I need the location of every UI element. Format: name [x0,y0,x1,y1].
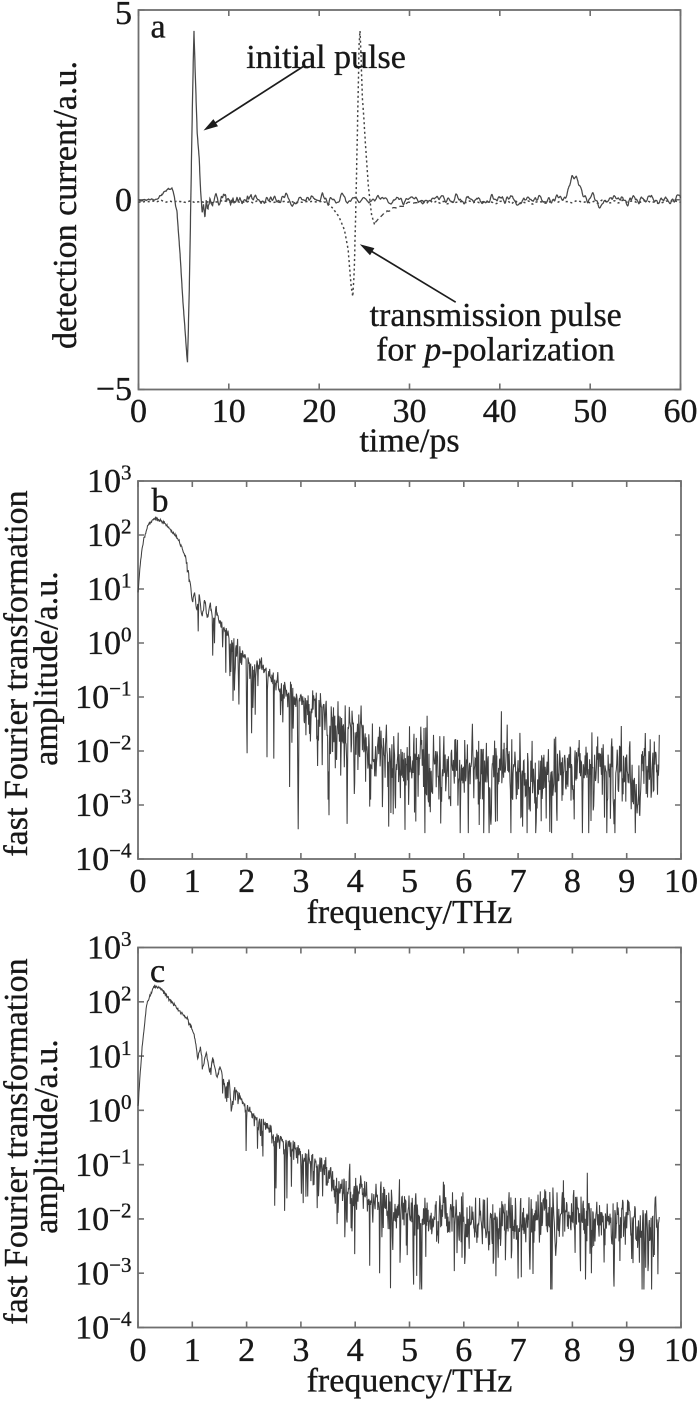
svg-text:10−3: 10−3 [75,1253,131,1293]
svg-text:for p-polarization: for p-polarization [376,331,615,368]
svg-text:10: 10 [664,863,698,900]
svg-text:detection current/a.u.: detection current/a.u. [47,61,84,349]
svg-text:0: 0 [130,1332,147,1369]
svg-text:0: 0 [115,182,132,219]
svg-text:8: 8 [564,863,581,900]
svg-text:c: c [150,953,165,990]
svg-text:2: 2 [238,863,255,900]
svg-text:10: 10 [212,393,246,430]
svg-text:a: a [151,9,166,46]
svg-text:100: 100 [87,1090,132,1130]
svg-text:10−2: 10−2 [75,731,131,771]
svg-text:transmission pulse: transmission pulse [370,297,622,334]
svg-text:2: 2 [238,1332,255,1369]
svg-text:10−2: 10−2 [75,1199,131,1239]
svg-text:amplitude/a.u.: amplitude/a.u. [28,1039,65,1234]
svg-text:9: 9 [618,1332,635,1369]
svg-text:10−3: 10−3 [75,785,131,825]
svg-text:4: 4 [347,1332,364,1369]
svg-text:50: 50 [573,393,607,430]
svg-text:103: 103 [87,927,132,967]
svg-text:100: 100 [87,623,132,663]
svg-text:60: 60 [664,393,698,430]
svg-text:3: 3 [292,863,309,900]
svg-text:0: 0 [130,393,147,430]
svg-text:time/ps: time/ps [359,423,459,460]
svg-text:101: 101 [87,569,132,609]
svg-text:3: 3 [292,1332,309,1369]
svg-text:fast Fourier transformation: fast Fourier transformation [0,490,35,856]
svg-text:−5: −5 [96,371,132,408]
svg-text:fast Fourier transformation: fast Fourier transformation [0,958,35,1324]
svg-text:6: 6 [455,863,472,900]
svg-text:5: 5 [401,1332,418,1369]
svg-text:7: 7 [510,863,527,900]
svg-text:102: 102 [87,982,132,1022]
svg-text:1: 1 [184,863,201,900]
svg-text:9: 9 [618,863,635,900]
svg-text:7: 7 [510,1332,527,1369]
svg-text:10−1: 10−1 [75,677,131,717]
svg-text:40: 40 [483,393,517,430]
svg-text:101: 101 [87,1036,132,1076]
svg-text:0: 0 [130,863,147,900]
svg-text:5: 5 [401,863,418,900]
svg-text:1: 1 [184,1332,201,1369]
svg-text:initial pulse: initial pulse [246,39,406,76]
svg-text:10−4: 10−4 [75,1307,132,1347]
svg-text:102: 102 [87,515,132,555]
svg-text:10: 10 [664,1332,698,1369]
svg-text:20: 20 [302,393,336,430]
svg-text:amplitude/a.u.: amplitude/a.u. [28,571,65,766]
svg-text:frequency/THz: frequency/THz [307,894,513,931]
svg-text:10−4: 10−4 [75,839,132,879]
svg-text:8: 8 [564,1332,581,1369]
svg-text:30: 30 [393,393,427,430]
svg-text:b: b [152,483,169,520]
svg-text:6: 6 [455,1332,472,1369]
svg-text:4: 4 [347,863,364,900]
svg-text:frequency/THz: frequency/THz [307,1363,513,1400]
svg-text:5: 5 [115,0,132,32]
svg-text:103: 103 [87,461,132,501]
svg-text:10−1: 10−1 [75,1144,131,1184]
